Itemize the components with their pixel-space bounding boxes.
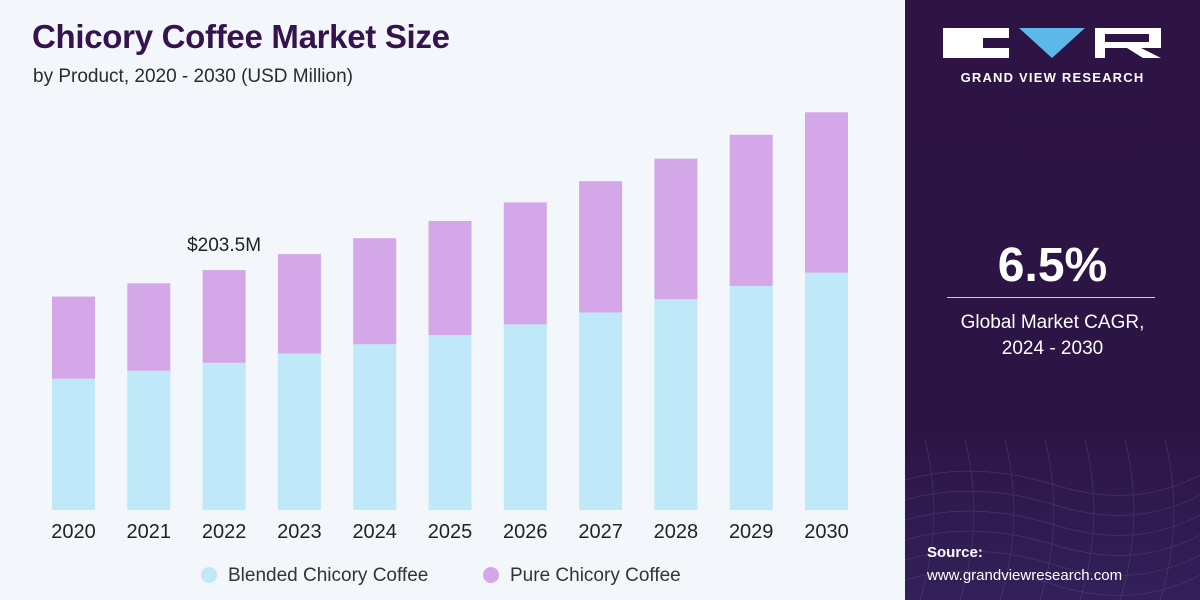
info-sidebar: GRAND VIEW RESEARCH 6.5% Global Market C… [905,0,1200,600]
bar-pure-2027 [579,181,623,313]
chart-panel: Chicory Coffee Market Size by Product, 2… [32,18,849,586]
legend-swatch-pure [483,567,499,583]
bar-blended-2027 [579,312,623,510]
legend-label: Pure Chicory Coffee [510,565,681,586]
bar-pure-2022 [202,270,246,363]
x-tick-label: 2026 [503,521,548,543]
data-label: $203.5M [187,235,261,256]
gvr-logo [943,28,1161,58]
bar-blended-2020 [52,378,95,510]
wave-mesh-decoration [905,440,1200,600]
cagr-divider [947,297,1155,298]
x-tick-label: 2020 [51,521,96,543]
bar-blended-2029 [729,285,773,510]
x-tick-label: 2024 [352,521,397,543]
x-tick-label: 2029 [729,521,774,543]
brand-name: GRAND VIEW RESEARCH [960,70,1145,85]
bar-pure-2020 [52,296,95,379]
x-tick-label: 2023 [277,521,322,543]
bar-pure-2024 [353,238,397,345]
bar-blended-2025 [428,334,472,510]
bar-blended-2022 [202,362,246,510]
bar-blended-2030 [805,272,848,510]
source-url: www.grandviewresearch.com [927,567,1123,584]
x-tick-label: 2025 [428,521,473,543]
x-tick-label: 2028 [654,521,699,543]
bar-blended-2021 [127,370,171,510]
bar-blended-2024 [353,344,397,510]
cagr-label-line1: Global Market CAGR, [960,312,1145,333]
chart-title: Chicory Coffee Market Size [32,18,450,55]
x-tick-label: 2027 [578,521,623,543]
bar-pure-2023 [277,254,321,354]
chart-subtitle: by Product, 2020 - 2030 (USD Million) [33,66,353,87]
x-tick-label: 2022 [202,521,247,543]
x-tick-label: 2030 [804,521,849,543]
cagr-value: 6.5% [997,239,1108,292]
cagr-label-line2: 2024 - 2030 [1001,338,1104,359]
x-tick-label: 2021 [127,521,172,543]
cagr-label: Global Market CAGR, 2024 - 2030 [905,310,1200,362]
legend-label: Blended Chicory Coffee [228,565,428,586]
bar-pure-2025 [428,220,472,335]
bar-pure-2028 [654,158,698,300]
source-label: Source: [927,544,983,561]
bar-pure-2029 [729,134,773,286]
bar-blended-2023 [277,353,321,510]
legend-swatch-blended [201,567,217,583]
bar-pure-2030 [805,112,848,273]
bar-blended-2028 [654,299,698,510]
stacked-bar-chart: 2020 2021 2022 2023 2024 2025 2026 2027 2028 2029… [51,112,849,586]
bar-pure-2026 [503,202,547,325]
bar-pure-2021 [127,283,171,371]
bar-blended-2026 [503,324,547,510]
